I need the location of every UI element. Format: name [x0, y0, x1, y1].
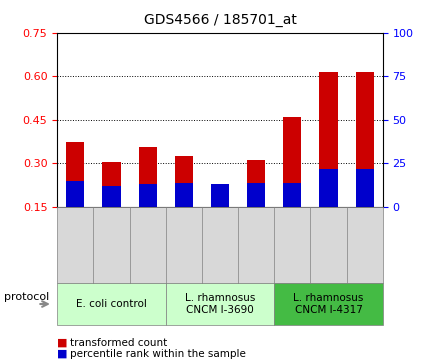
- Bar: [319, 168, 337, 207]
- Bar: [66, 142, 84, 207]
- Bar: [356, 168, 374, 207]
- Text: ■: ■: [57, 349, 68, 359]
- Bar: [283, 117, 301, 207]
- Bar: [283, 183, 301, 207]
- Text: ■: ■: [57, 338, 68, 348]
- Bar: [319, 72, 337, 207]
- Text: percentile rank within the sample: percentile rank within the sample: [70, 349, 246, 359]
- Bar: [103, 162, 121, 207]
- Bar: [247, 160, 265, 207]
- Bar: [247, 183, 265, 207]
- Bar: [175, 183, 193, 207]
- Bar: [211, 194, 229, 207]
- Bar: [356, 72, 374, 207]
- Bar: [175, 156, 193, 207]
- Text: L. rhamnosus
CNCM I-3690: L. rhamnosus CNCM I-3690: [185, 293, 255, 315]
- Text: GDS4566 / 185701_at: GDS4566 / 185701_at: [143, 13, 297, 27]
- Text: E. coli control: E. coli control: [76, 299, 147, 309]
- Bar: [139, 147, 157, 207]
- Text: protocol: protocol: [4, 293, 50, 302]
- Text: transformed count: transformed count: [70, 338, 168, 348]
- Bar: [139, 184, 157, 207]
- Bar: [211, 184, 229, 207]
- Bar: [103, 186, 121, 207]
- Bar: [66, 181, 84, 207]
- Text: L. rhamnosus
CNCM I-4317: L. rhamnosus CNCM I-4317: [293, 293, 364, 315]
